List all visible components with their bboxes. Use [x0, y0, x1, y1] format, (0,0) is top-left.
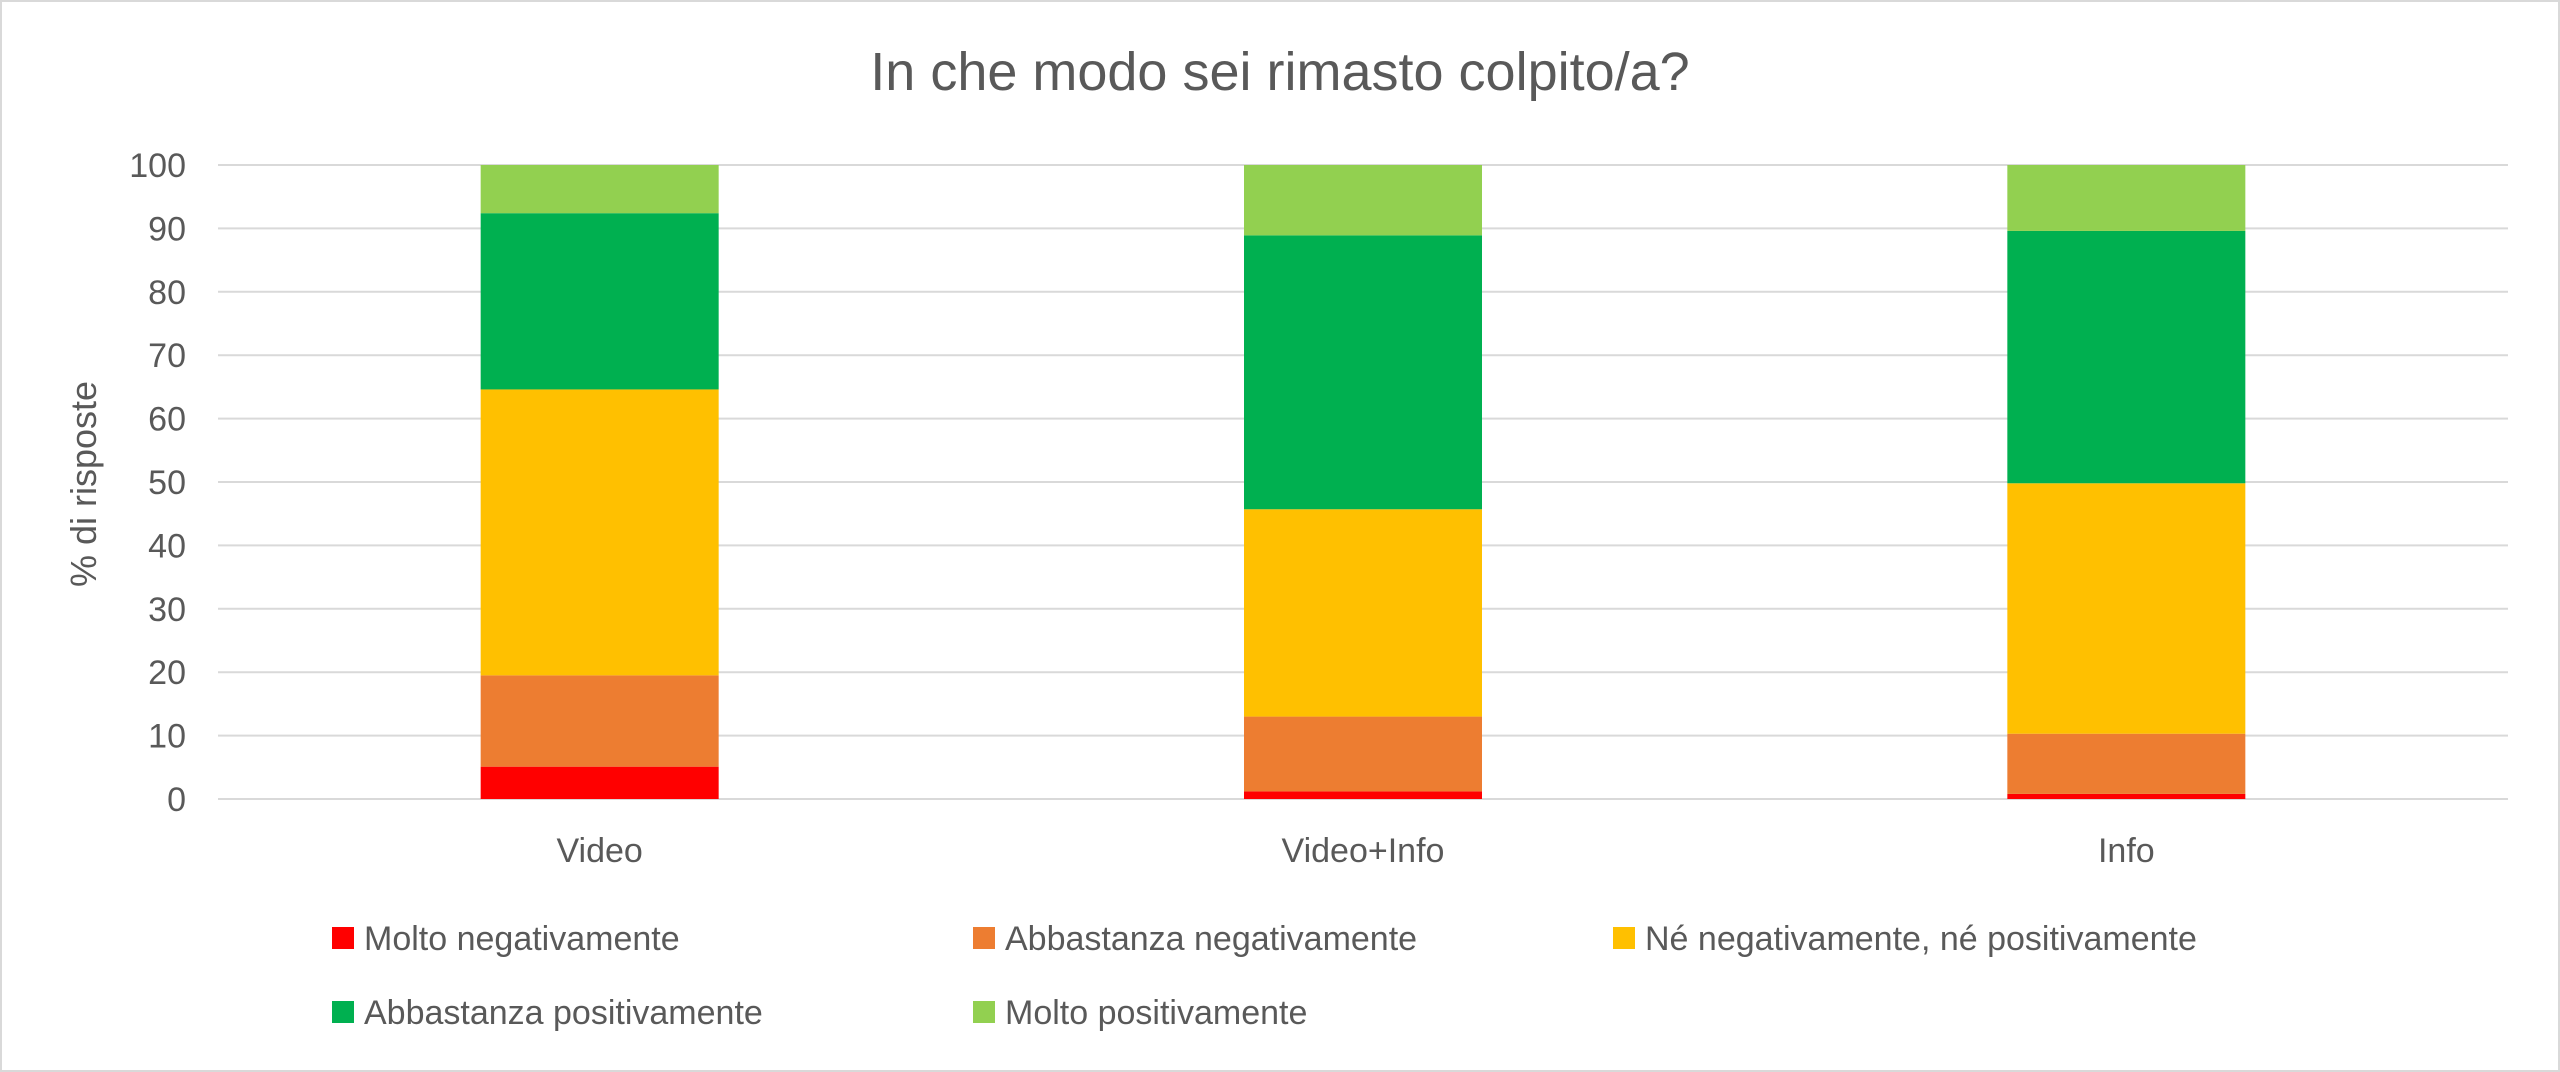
bar-segment-1-5 — [480, 165, 719, 214]
legend-label: Né negativamente, né positivamente — [1645, 920, 2197, 958]
bar-segment-3-5 — [2007, 165, 2246, 231]
x-tick-label: Video — [556, 832, 642, 870]
legend-item: Molto positivamente — [973, 994, 1307, 1032]
legend-label: Molto positivamente — [1005, 994, 1307, 1032]
bar-segment-3-4 — [2007, 230, 2246, 484]
legend-swatch — [973, 927, 995, 949]
y-tick-label: 100 — [129, 147, 186, 185]
bar-segment-3-1 — [2007, 793, 2246, 799]
x-tick-label: Info — [2098, 832, 2155, 870]
legend-item: Né negativamente, né positivamente — [1613, 920, 2197, 958]
legend-swatch — [973, 1001, 995, 1023]
bar-segment-3-3 — [2007, 483, 2246, 734]
legend-label: Molto negativamente — [364, 920, 680, 958]
y-tick-label: 0 — [167, 781, 186, 819]
bar-segment-2-4 — [1244, 235, 1482, 510]
y-tick-label: 50 — [148, 464, 186, 502]
x-axis-labels: Video Video+Info Info — [556, 832, 2154, 870]
y-tick-label: 90 — [148, 210, 186, 248]
legend-item: Molto negativamente — [332, 920, 680, 958]
y-tick-label: 10 — [148, 718, 186, 756]
bar-segment-3-2 — [2007, 733, 2246, 794]
bar-segment-2-5 — [1244, 165, 1482, 236]
y-tick-label: 80 — [148, 274, 186, 312]
bar-segment-1-4 — [480, 213, 719, 390]
legend-item: Abbastanza positivamente — [332, 994, 763, 1032]
legend-label: Abbastanza positivamente — [364, 994, 763, 1032]
y-axis-label: % di risposte — [63, 381, 104, 587]
legend-swatch — [332, 1001, 354, 1023]
bar-segment-1-2 — [480, 675, 719, 767]
legend-swatch — [1613, 927, 1635, 949]
legend-swatch — [332, 927, 354, 949]
legend-item: Abbastanza negativamente — [973, 920, 1417, 958]
bar-segment-2-1 — [1244, 791, 1482, 799]
x-tick-label: Video+Info — [1282, 832, 1445, 870]
y-tick-label: 40 — [148, 527, 186, 565]
y-axis-ticks: 0 10 20 30 40 50 60 70 80 90 100 — [129, 147, 186, 819]
bar-segment-2-3 — [1244, 509, 1482, 717]
chart-title: In che modo sei rimasto colpito/a? — [870, 42, 1689, 102]
y-tick-label: 30 — [148, 591, 186, 629]
bar-segment-2-2 — [1244, 716, 1482, 792]
legend-label: Abbastanza negativamente — [1005, 920, 1417, 958]
bars — [480, 165, 2246, 799]
legend: Molto negativamente Abbastanza negativame… — [332, 920, 2197, 1032]
y-tick-label: 70 — [148, 337, 186, 375]
bar-segment-1-3 — [480, 389, 719, 676]
bar-segment-1-1 — [480, 766, 719, 799]
y-tick-label: 20 — [148, 654, 186, 692]
y-tick-label: 60 — [148, 401, 186, 439]
